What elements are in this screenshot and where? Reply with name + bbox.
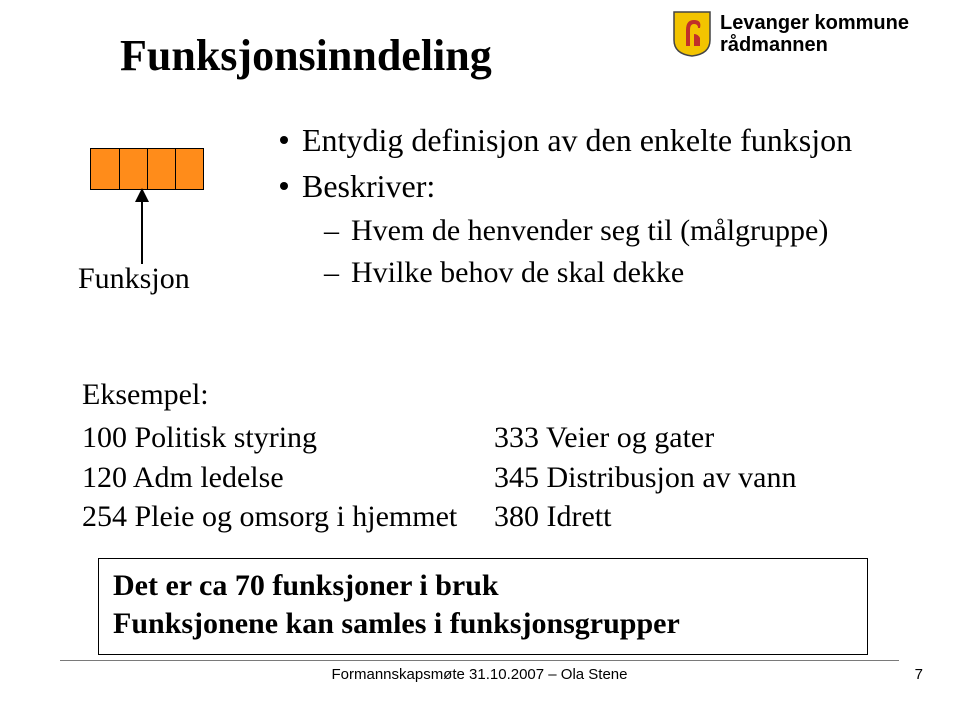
summary-line: Det er ca 70 funksjoner i bruk <box>113 567 853 605</box>
shield-icon <box>672 10 712 58</box>
dash-icon: – <box>324 212 339 250</box>
slide-title: Funksjonsinndeling <box>120 30 492 81</box>
example-item: 100 Politisk styring <box>82 418 457 458</box>
shield-bg <box>674 12 710 56</box>
org-text: Levanger kommune rådmannen <box>720 12 909 56</box>
summary-line: Funksjonene kan samles i funksjonsgruppe… <box>113 605 853 643</box>
eksempel-label: Eksempel: <box>82 378 209 412</box>
bullet-dot-icon <box>280 136 288 144</box>
dash-icon: – <box>324 254 339 292</box>
page-number: 7 <box>915 666 923 683</box>
funksjon-cell <box>175 149 203 189</box>
sub-bullet-text: Hvilke behov de skal dekke <box>351 254 684 292</box>
example-item: 345 Distribusjon av vann <box>494 458 796 498</box>
example-item: 120 Adm ledelse <box>82 458 457 498</box>
bullet-item: Beskriver: <box>280 166 920 206</box>
summary-box: Det er ca 70 funksjoner i bruk Funksjone… <box>98 558 868 655</box>
bullet-dot-icon <box>280 182 288 190</box>
org-line2: rådmannen <box>720 34 909 56</box>
sub-bullet-text: Hvem de henvender seg til (målgruppe) <box>351 212 828 250</box>
footer-divider <box>60 660 899 661</box>
bullet-item: Entydig definisjon av den enkelte funksj… <box>280 120 920 160</box>
sub-bullet-item: – Hvilke behov de skal dekke <box>324 254 920 292</box>
examples-left: 100 Politisk styring 120 Adm ledelse 254… <box>82 418 457 537</box>
footer-text: Formannskapsmøte 31.10.2007 – Ola Stene <box>0 666 959 683</box>
bullet-text: Beskriver: <box>302 166 435 206</box>
slide: Funksjonsinndeling Levanger kommune rådm… <box>0 0 959 718</box>
examples-right: 333 Veier og gater 345 Distribusjon av v… <box>494 418 796 537</box>
arrow-icon <box>130 188 154 266</box>
example-item: 254 Pleie og omsorg i hjemmet <box>82 497 457 537</box>
funksjon-cell <box>119 149 147 189</box>
funksjon-box <box>90 148 204 190</box>
bullet-text: Entydig definisjon av den enkelte funksj… <box>302 120 852 160</box>
funksjon-label: Funksjon <box>78 262 190 296</box>
bullet-list: Entydig definisjon av den enkelte funksj… <box>280 120 920 295</box>
sub-bullet-item: – Hvem de henvender seg til (målgruppe) <box>324 212 920 250</box>
funksjon-cell <box>147 149 175 189</box>
example-item: 380 Idrett <box>494 497 796 537</box>
funksjon-cell <box>91 149 119 189</box>
funksjon-box-row <box>90 148 204 190</box>
org-line1: Levanger kommune <box>720 12 909 34</box>
header-org: Levanger kommune rådmannen <box>672 10 909 58</box>
example-item: 333 Veier og gater <box>494 418 796 458</box>
